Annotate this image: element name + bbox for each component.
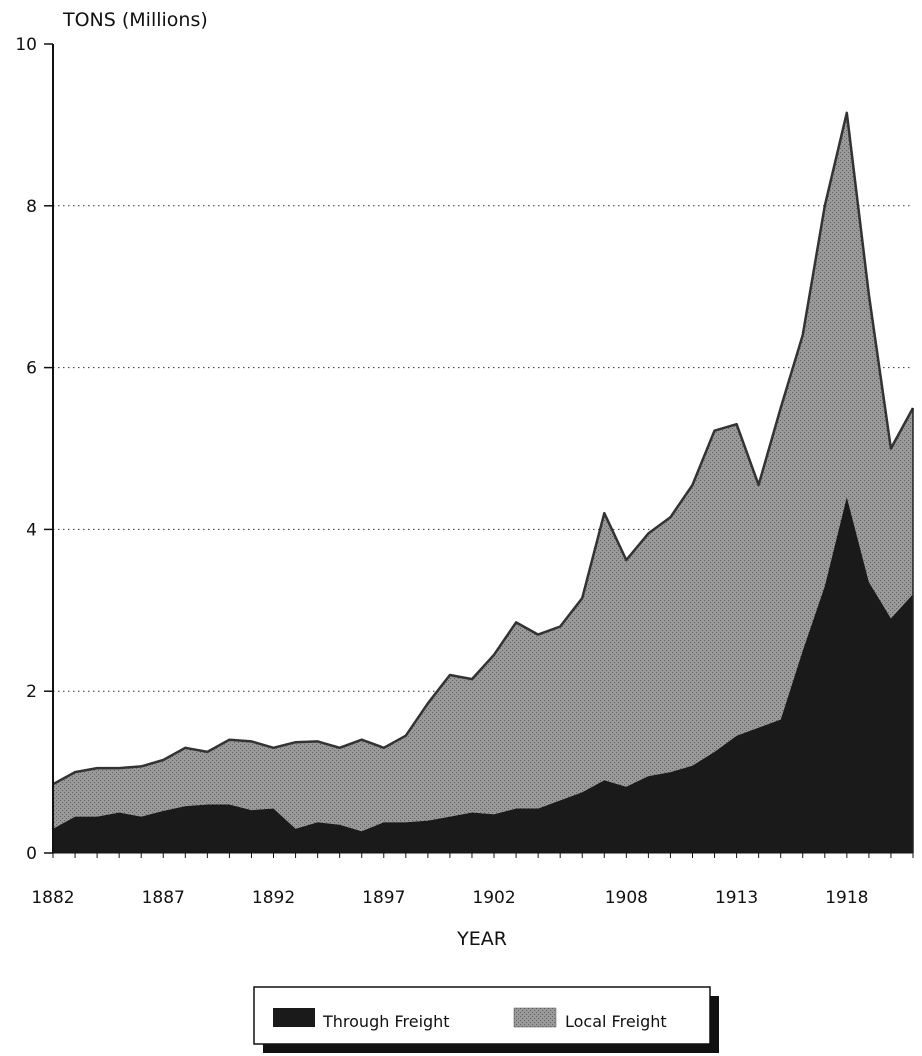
x-tick-label: 1897 — [362, 888, 405, 908]
x-tick-label: 1918 — [825, 888, 868, 908]
total-outline — [52, 111, 915, 786]
y-tick-label: 8 — [26, 197, 37, 217]
legend: Through Freight Local Freight — [253, 986, 719, 1053]
x-tick-label: 1913 — [715, 888, 758, 908]
legend-swatch-through-freight — [273, 1008, 315, 1027]
legend-swatch-local-freight — [513, 1007, 557, 1028]
y-tick-label: 2 — [26, 682, 37, 702]
y-tick-label: 0 — [26, 844, 37, 864]
x-tick-label: 1882 — [31, 888, 74, 908]
y-tick-label: 6 — [26, 359, 37, 379]
y-axis-title: TONS (Millions) — [62, 9, 208, 31]
area-local-freight — [53, 112, 913, 832]
x-tick-label: 1892 — [252, 888, 295, 908]
legend-label-local-freight: Local Freight — [565, 1012, 667, 1031]
legend-box — [253, 986, 711, 1045]
x-axis-title: YEAR — [456, 928, 507, 950]
x-tick-label: 1902 — [472, 888, 515, 908]
legend-label-through-freight: Through Freight — [322, 1012, 450, 1031]
area-through-freight — [53, 497, 913, 853]
y-tick-label: 4 — [26, 520, 37, 540]
x-axis: 1882 1887 1892 1897 1902 1908 1913 1918 — [31, 852, 914, 908]
y-axis: 0 2 4 6 8 10 — [15, 35, 54, 864]
area-series — [52, 111, 915, 853]
x-ticks: 1882 1887 1892 1897 1902 1908 1913 1918 — [31, 853, 914, 908]
x-tick-label: 1887 — [142, 888, 185, 908]
y-ticks: 0 2 4 6 8 10 — [15, 35, 53, 864]
y-tick-label: 10 — [15, 35, 37, 55]
x-tick-label: 1908 — [605, 888, 648, 908]
